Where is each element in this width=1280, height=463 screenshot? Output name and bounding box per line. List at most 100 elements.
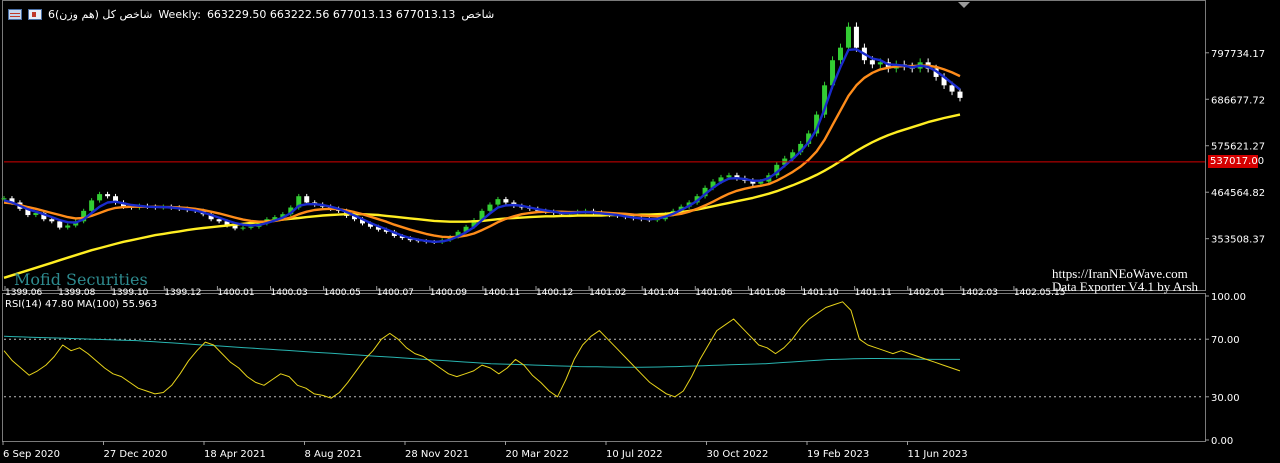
candle-body (272, 217, 278, 220)
candle-body (845, 26, 851, 48)
candle-body (81, 210, 87, 222)
period-tick-label: 1399.12 (164, 288, 201, 298)
period-tick-label: 1402.03 (961, 288, 998, 298)
period-tick-label: 1401.10 (802, 288, 839, 298)
date-tick-label: 18 Apr 2021 (204, 449, 266, 460)
period-tick-label: 1400.09 (430, 288, 467, 298)
period-tick-label: 1400.03 (271, 288, 308, 298)
shift-marker (958, 2, 970, 8)
candle-body (830, 60, 836, 86)
candle-body (121, 202, 126, 207)
price-tick-label: 686677.72 (1211, 95, 1265, 106)
price-marker-label: 537017.00 (1208, 155, 1265, 168)
period-tick-label: 1400.05 (324, 288, 361, 298)
candle-body (304, 196, 310, 203)
rsi-pane-frame (2, 293, 1206, 442)
period-tick-label: 1401.02 (589, 288, 626, 298)
candle-body (869, 60, 875, 65)
chart-frames (2, 0, 1206, 442)
timeframe: Weekly: (158, 7, 201, 21)
site-url: https://IranNEoWave.com (1052, 266, 1188, 281)
candle-body (288, 207, 294, 215)
candle-body (702, 187, 708, 197)
candle-body (503, 199, 509, 203)
chart-type-icon[interactable] (28, 8, 42, 20)
period-tick-label: 1399.06 (5, 288, 42, 298)
moving-averages (3, 48, 961, 279)
date-tick-label: 19 Feb 2023 (807, 449, 869, 460)
candle-body (734, 175, 740, 179)
period-tick-label: 1400.07 (377, 288, 414, 298)
candle-body (463, 226, 469, 232)
candle-body (718, 177, 724, 182)
candle-body (479, 210, 485, 221)
period-tick-label: 1401.11 (855, 288, 892, 298)
candle-body (941, 76, 947, 86)
candle-body (487, 204, 493, 211)
watermark: Mofid Securities (14, 270, 148, 289)
exporter-credit: Data Exporter V4.1 by Arsh (1052, 279, 1198, 294)
rsi-tick-label: 100.00 (1211, 292, 1246, 303)
candle-body (232, 225, 238, 229)
candle-body (774, 164, 780, 176)
candle-body (710, 181, 716, 188)
candle-body (105, 194, 111, 197)
candle-body (957, 91, 963, 98)
date-tick-label: 6 Sep 2020 (3, 449, 60, 460)
rsi-tick-label: 30.00 (1211, 393, 1240, 404)
candle-body (296, 196, 302, 208)
rsi-indicator-label: RSI(14) 47.80 MA(100) 55.963 (5, 299, 158, 310)
rsi-lines (3, 301, 1203, 399)
chart-header: 6(شاخص كل (هم وزن Weekly: 663229.50 6632… (8, 5, 494, 23)
candle-body (949, 85, 955, 92)
candle-body (798, 143, 804, 153)
candle-body (933, 68, 939, 77)
ohlc-values: 663229.50 663222.56 677013.13 677013.13 (206, 7, 456, 21)
period-tick-label: 1401.04 (642, 288, 679, 298)
candle-body (49, 219, 55, 222)
rsi-axis: 100.00 70.00 30.00 0.00 (1205, 292, 1246, 447)
candle-body (750, 180, 756, 184)
chart-grid-icon[interactable] (8, 8, 22, 20)
price-tick-label: 464564.82 (1211, 188, 1265, 199)
candle-body (41, 212, 47, 220)
candle-body (280, 214, 286, 218)
date-tick-label: 28 Nov 2021 (405, 449, 469, 460)
symbol-suffix: شاخص (461, 7, 495, 21)
date-tick-label: 8 Aug 2021 (305, 449, 363, 460)
candle-body (97, 194, 103, 201)
candle-body (57, 221, 63, 228)
candle-body (25, 208, 31, 216)
candle-body (853, 26, 859, 48)
credits: https://IranNEoWave.com Data Exporter V4… (1052, 267, 1198, 293)
candle-body (352, 215, 358, 220)
candle-body (224, 221, 230, 226)
candle-body (65, 225, 71, 228)
candle-body (240, 227, 246, 229)
period-tick-label: 1402.05.15 (1014, 288, 1066, 298)
candle-body (391, 231, 397, 236)
price-tick-label: 575621.27 (1211, 142, 1265, 153)
price-axis: 797734.17 686677.72 575621.27 464564.82 3535… (1205, 49, 1265, 246)
date-tick-label: 30 Oct 2022 (707, 449, 769, 460)
price-tick-label: 797734.17 (1211, 49, 1265, 60)
candle-body (375, 226, 381, 230)
candle-body (838, 47, 843, 61)
rsi-line (3, 301, 961, 399)
candle-body (89, 200, 95, 211)
candle-body (113, 196, 119, 203)
candle-body (471, 220, 477, 227)
date-axis: 6 Sep 2020 27 Dec 2020 18 Apr 2021 8 Aug 20… (2, 441, 968, 460)
sma-slow-line (3, 113, 961, 279)
candle-body (877, 62, 883, 65)
candle-body (9, 198, 15, 203)
candle-body (360, 219, 365, 224)
candle-body (216, 219, 222, 222)
date-tick-label: 10 Jul 2022 (606, 449, 663, 460)
candle-body (383, 229, 389, 232)
period-tick-label: 1399.08 (58, 288, 95, 298)
period-axis: 1399.06 1399.08 1399.10 1399.12 1400.01 1400.… (4, 286, 1066, 298)
rsi-tick-label: 0.00 (1211, 436, 1233, 447)
candle-body (758, 181, 764, 184)
